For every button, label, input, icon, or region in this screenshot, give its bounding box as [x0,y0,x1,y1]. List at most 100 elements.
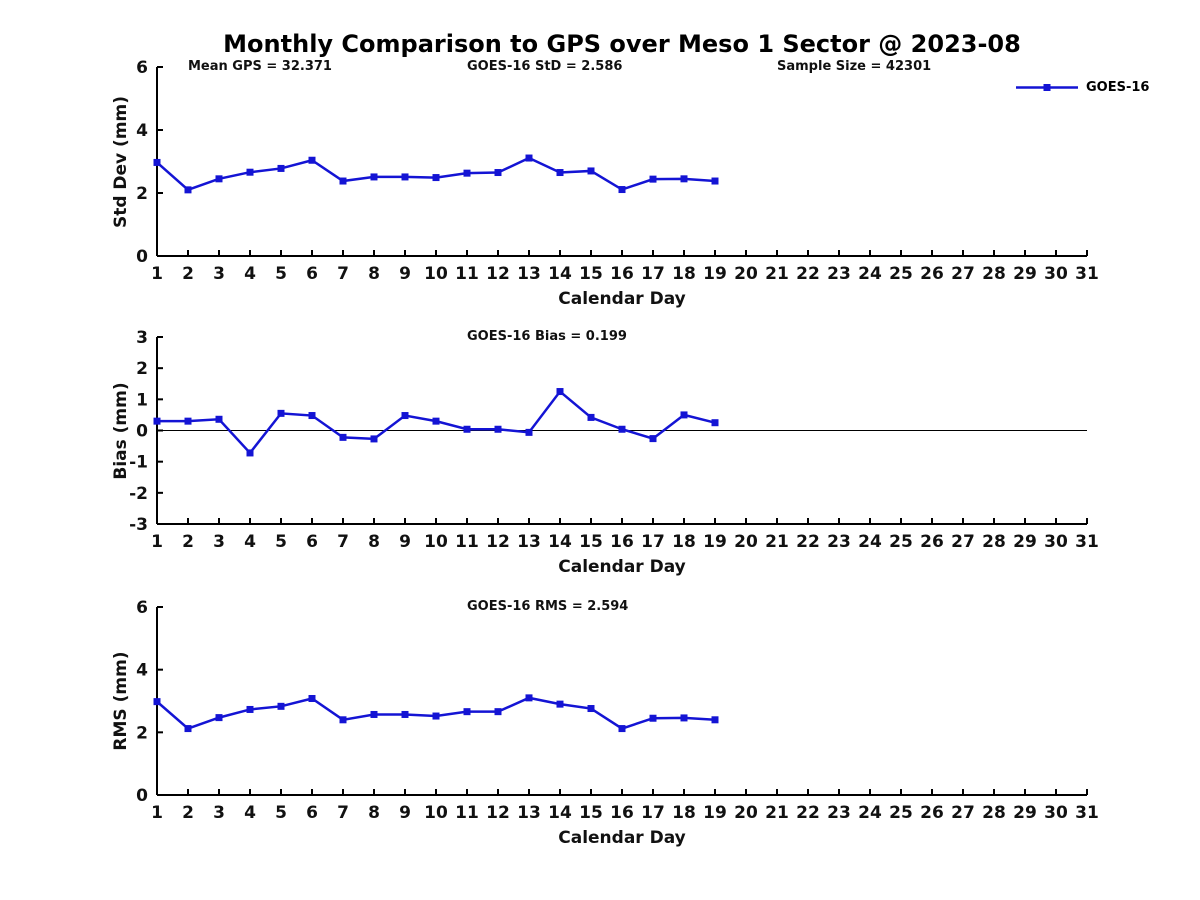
x-tick-label: 15 [579,264,603,284]
x-tick-label: 28 [982,264,1006,284]
data-point-marker [432,174,440,182]
x-tick-label: 2 [182,532,194,552]
x-tick-label: 31 [1075,532,1099,552]
x-tick-label: 13 [517,264,541,284]
data-point-marker [618,725,626,733]
x-tick-label: 20 [734,803,758,823]
y-tick-label: 2 [136,723,148,743]
x-tick-label: 5 [275,803,287,823]
x-tick-label: 30 [1044,264,1068,284]
x-tick-label: 25 [889,532,913,552]
x-tick-label: 27 [951,532,975,552]
x-tick-label: 22 [796,803,820,823]
x-tick-label: 7 [337,532,349,552]
y-tick-label: -1 [129,453,148,473]
x-tick-label: 16 [610,803,634,823]
x-tick-label: 19 [703,264,727,284]
annotation-mean-gps: Mean GPS = 32.371 [188,59,332,74]
data-point-marker [587,705,595,713]
data-point-marker [401,173,409,181]
data-point-marker [680,175,688,183]
data-point-marker [680,411,688,419]
x-tick-label: 28 [982,803,1006,823]
data-point-marker [587,413,595,421]
data-point-marker [215,714,223,722]
data-point-marker [370,710,378,718]
data-point-marker [215,175,223,183]
x-tick-label: 11 [455,532,479,552]
data-point-marker [463,169,471,177]
data-point-marker [184,186,192,194]
x-tick-label: 3 [213,803,225,823]
x-tick-label: 10 [424,803,448,823]
data-point-marker [339,716,347,724]
x-tick-label: 11 [455,264,479,284]
x-tick-label: 6 [306,532,318,552]
x-tick-label: 7 [337,803,349,823]
x-tick-label: 2 [182,264,194,284]
y-tick-label: 2 [136,184,148,204]
data-point-marker [649,714,657,722]
data-point-marker [246,168,254,176]
data-point-marker [711,177,719,185]
x-tick-label: 19 [703,803,727,823]
y-tick-label: -2 [129,484,148,504]
data-point-marker [153,158,161,166]
legend-marker [1043,84,1051,91]
figure-title: Monthly Comparison to GPS over Meso 1 Se… [223,30,1021,58]
data-point-marker [246,705,254,713]
x-tick-label: 22 [796,264,820,284]
data-point-marker [277,164,285,172]
data-point-marker [711,419,719,427]
x-tick-label: 26 [920,264,944,284]
x-tick-label: 9 [399,264,411,284]
x-tick-label: 30 [1044,803,1068,823]
x-tick-label: 3 [213,532,225,552]
x-tick-label: 15 [579,532,603,552]
x-tick-label: 17 [641,532,665,552]
x-tick-label: 4 [244,532,256,552]
data-point-marker [494,169,502,177]
x-tick-label: 25 [889,264,913,284]
annotation-sample-size: Sample Size = 42301 [777,59,932,74]
x-tick-label: 16 [610,264,634,284]
y-tick-label: 3 [136,328,148,348]
x-tick-label: 8 [368,532,380,552]
y-tick-label: 1 [136,390,148,410]
x-tick-label: 29 [1013,264,1037,284]
x-tick-label: 29 [1013,803,1037,823]
data-point-marker [680,714,688,722]
x-tick-label: 15 [579,803,603,823]
data-point-marker [339,433,347,441]
x-tick-label: 3 [213,264,225,284]
data-point-marker [556,169,564,177]
data-point-marker [556,700,564,708]
legend: GOES-16 [1016,80,1149,95]
x-tick-label: 14 [548,803,572,823]
data-point-marker [649,435,657,443]
y-tick-label: 0 [136,247,148,267]
x-tick-label: 24 [858,803,882,823]
x-tick-label: 19 [703,532,727,552]
data-point-marker [370,435,378,443]
x-tick-label: 5 [275,264,287,284]
x-tick-label: 21 [765,264,789,284]
x-tick-label: 6 [306,803,318,823]
x-tick-label: 12 [486,264,510,284]
y-tick-label: 6 [136,58,148,78]
x-tick-label: 22 [796,532,820,552]
x-tick-label: 29 [1013,532,1037,552]
legend-line-marker-icon [1016,84,1078,91]
x-tick-label: 8 [368,264,380,284]
y-tick-label: -3 [129,515,148,535]
annotation-goes16-rms: GOES-16 RMS = 2.594 [467,599,629,614]
x-tick-label: 27 [951,264,975,284]
data-point-marker [370,173,378,181]
ylabel-std-dev: Std Dev (mm) [111,95,131,228]
data-point-marker [649,175,657,183]
data-point-marker [153,698,161,706]
x-tick-label: 11 [455,803,479,823]
